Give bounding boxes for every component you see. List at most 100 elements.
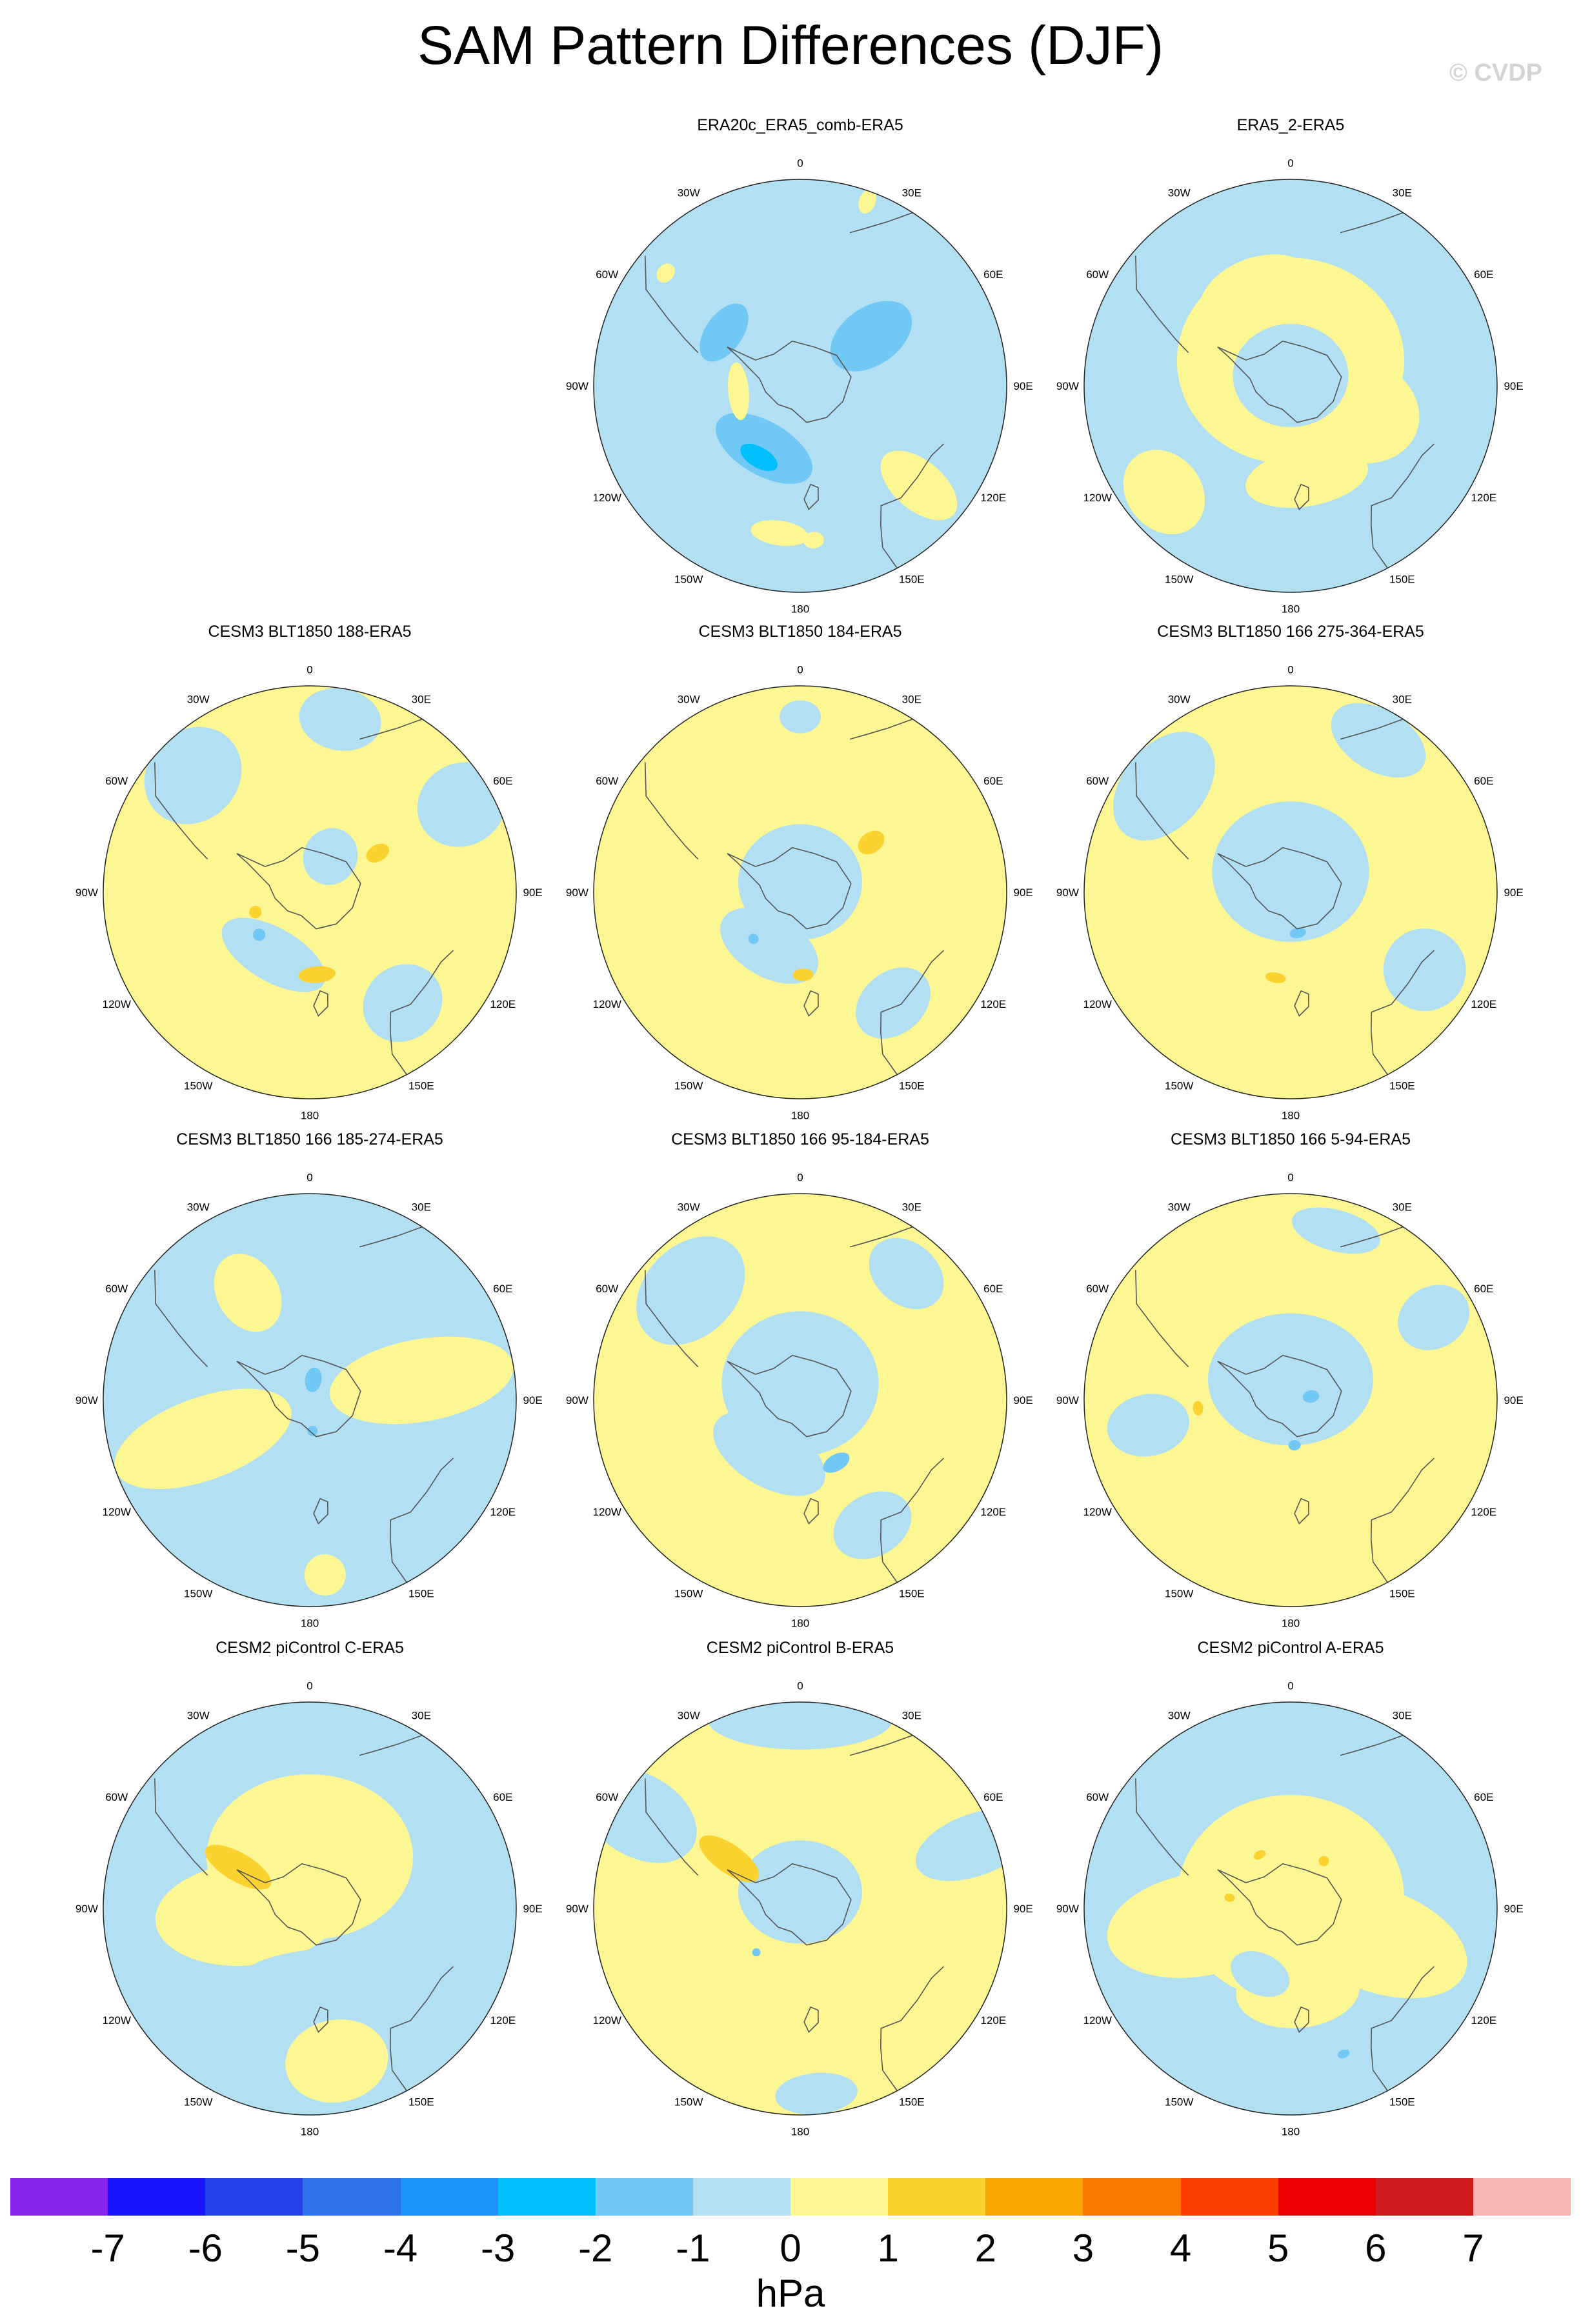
contour-region bbox=[1233, 324, 1349, 427]
polar-map: 0 30E 60E 90E 120E 150E 180 150W 120W 90W 60W 30W bbox=[1056, 157, 1524, 615]
coastline bbox=[1217, 1863, 1342, 1946]
coastline bbox=[154, 1270, 208, 1368]
contour-region bbox=[417, 762, 507, 847]
colorbar-tick-label: -4 bbox=[383, 2227, 418, 2270]
contour-region bbox=[738, 824, 862, 940]
longitude-label: 30W bbox=[1168, 1710, 1191, 1722]
longitude-label: 150E bbox=[1389, 573, 1415, 585]
longitude-label: 150E bbox=[1389, 1079, 1415, 1092]
longitude-label: 30E bbox=[1393, 1201, 1412, 1214]
contour-region bbox=[1198, 254, 1319, 343]
contour-region bbox=[858, 189, 876, 214]
longitude-label: 30E bbox=[902, 1710, 921, 1722]
coastline bbox=[313, 990, 328, 1017]
longitude-label: 60E bbox=[983, 268, 1003, 281]
coastline bbox=[1370, 1966, 1435, 2091]
contour-region bbox=[1123, 450, 1205, 535]
contour-region bbox=[1302, 1390, 1320, 1403]
map-panel: CESM3 BLT1850 166 5-94-ERA5 0 30E 60E 90E 120… bbox=[1032, 1130, 1549, 1634]
longitude-label: 90W bbox=[566, 1394, 589, 1407]
longitude-label: 60E bbox=[1474, 1283, 1493, 1295]
contour-region bbox=[1398, 1285, 1470, 1350]
contour-region bbox=[253, 928, 266, 941]
longitude-label: 120E bbox=[1471, 998, 1496, 1010]
longitude-label: 90E bbox=[523, 1394, 542, 1407]
longitude-label: 180 bbox=[791, 1618, 809, 1630]
longitude-label: 30W bbox=[678, 187, 700, 199]
longitude-label: 180 bbox=[791, 2126, 809, 2138]
longitude-label: 0 bbox=[1287, 1679, 1293, 1692]
longitude-label: 30W bbox=[1168, 1201, 1191, 1214]
contour-region bbox=[716, 412, 812, 485]
longitude-label: 30E bbox=[412, 1201, 431, 1214]
map-border bbox=[103, 1701, 517, 2116]
longitude-label: 30W bbox=[187, 694, 210, 706]
contour-region bbox=[114, 1388, 292, 1489]
contour-region bbox=[1337, 2049, 1350, 2059]
longitude-label: 30W bbox=[678, 1201, 700, 1214]
coastline bbox=[880, 1458, 945, 1583]
coastline bbox=[803, 990, 819, 1017]
page-title: SAM Pattern Differences (DJF) bbox=[417, 15, 1164, 75]
longitude-label: 180 bbox=[301, 1110, 319, 1122]
longitude-label: 120E bbox=[1471, 1506, 1496, 1518]
coastline bbox=[645, 255, 699, 354]
colorbar-tick-label: -6 bbox=[188, 2227, 223, 2270]
longitude-label: 150W bbox=[184, 1079, 212, 1092]
longitude-label: 150E bbox=[899, 1587, 925, 1599]
coastline bbox=[1340, 212, 1404, 234]
longitude-label: 30W bbox=[187, 1201, 210, 1214]
longitude-label: 150E bbox=[408, 1079, 434, 1092]
colorbar-tick-label: -5 bbox=[285, 2227, 321, 2270]
map-panel: ERA5_2-ERA5 0 30E 60E 90E 120E 150E 180 150W 120W… bbox=[1032, 116, 1549, 619]
longitude-label: 60W bbox=[1086, 1283, 1109, 1295]
contour-region bbox=[243, 1948, 388, 1992]
coastline bbox=[1370, 1458, 1435, 1583]
longitude-label: 150W bbox=[1165, 1079, 1193, 1092]
colorbar-swatch bbox=[400, 2178, 498, 2216]
longitude-label: 90W bbox=[76, 1394, 98, 1407]
longitude-label: 90W bbox=[566, 887, 589, 899]
longitude-label: 120W bbox=[1083, 2014, 1111, 2027]
longitude-label: 120W bbox=[102, 998, 130, 1010]
longitude-label: 60W bbox=[596, 1791, 618, 1803]
colorbar-tick-label: -1 bbox=[676, 2227, 710, 2270]
longitude-label: 0 bbox=[307, 663, 312, 676]
polar-map: 0 30E 60E 90E 120E 150E 180 150W 120W 90W 60W 30W bbox=[1056, 663, 1524, 1121]
longitude-label: 90W bbox=[1056, 1394, 1079, 1407]
map-border bbox=[593, 1193, 1007, 1607]
contour-region bbox=[830, 301, 912, 372]
coastline bbox=[389, 950, 454, 1075]
panel-title: ERA5_2-ERA5 bbox=[1236, 116, 1345, 134]
panel-title: CESM3 BLT1850 166 275-364-ERA5 bbox=[1157, 623, 1424, 641]
longitude-label: 150W bbox=[1165, 1587, 1193, 1599]
longitude-label: 60E bbox=[493, 1283, 512, 1295]
colorbar-swatch bbox=[1375, 2178, 1473, 2216]
colorbar-tick-label: 6 bbox=[1365, 2227, 1387, 2270]
longitude-label: 30W bbox=[1168, 187, 1191, 199]
longitude-label: 30E bbox=[412, 694, 431, 706]
map-panel: CESM2 piControl A-ERA5 0 30E 60E 90E 120E 150E… bbox=[1032, 1639, 1549, 2142]
longitude-label: 90E bbox=[1013, 1903, 1032, 1915]
colorbar-tick-label: 2 bbox=[974, 2227, 996, 2270]
longitude-label: 90E bbox=[1013, 380, 1032, 392]
colorbar-tick-label: -2 bbox=[578, 2227, 613, 2270]
panel-title: CESM3 BLT1850 166 5-94-ERA5 bbox=[1171, 1130, 1411, 1148]
longitude-label: 30E bbox=[1393, 187, 1412, 199]
coastline bbox=[880, 443, 945, 568]
contour-region bbox=[285, 2019, 388, 2103]
longitude-label: 90E bbox=[1504, 1394, 1523, 1407]
coastline bbox=[1135, 762, 1189, 860]
polar-map: 0 30E 60E 90E 120E 150E 180 150W 120W 90W 60W 30W bbox=[1056, 1171, 1524, 1629]
coastline bbox=[727, 846, 852, 930]
colorbar-tick-label: 4 bbox=[1169, 2227, 1192, 2270]
map-border bbox=[103, 685, 517, 1099]
coastline bbox=[880, 950, 945, 1075]
longitude-label: 60W bbox=[1086, 268, 1109, 281]
contour-region bbox=[700, 303, 749, 362]
longitude-label: 60E bbox=[1474, 775, 1493, 787]
coastline bbox=[727, 1354, 852, 1437]
longitude-label: 90W bbox=[1056, 380, 1079, 392]
colorbar-tick-label: 0 bbox=[780, 2227, 801, 2270]
coastline bbox=[880, 1966, 945, 2091]
